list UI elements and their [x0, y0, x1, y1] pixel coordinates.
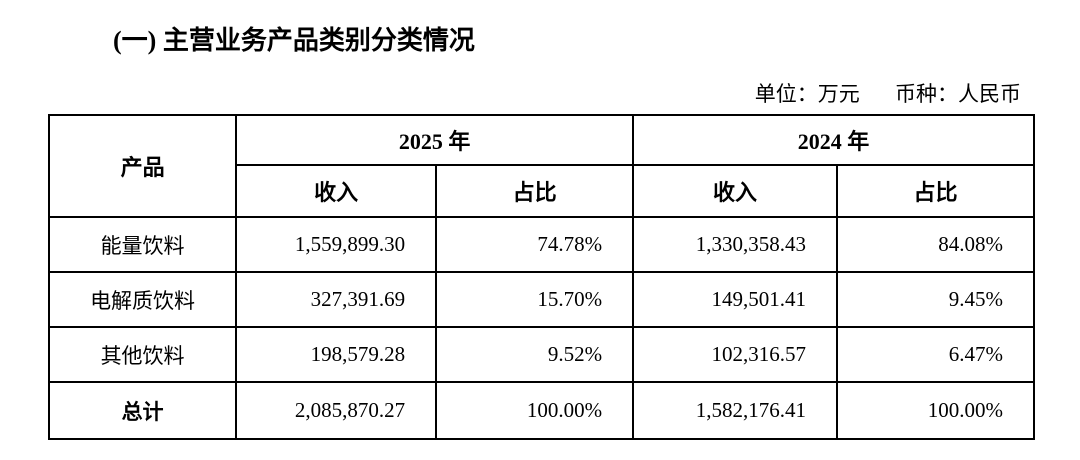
total-label-cell: 总计: [47, 381, 238, 440]
product-name-cell: 其他饮料: [47, 326, 238, 383]
income-2025-cell: 327,391.69: [235, 271, 438, 328]
income-2024-cell: 1,330,358.43: [632, 216, 838, 273]
column-header-year-2025: 2025 年: [235, 114, 635, 166]
share-2024-cell: 84.08%: [835, 216, 1036, 273]
total-income-2025-cell: 2,085,870.27: [235, 381, 438, 440]
product-name-cell: 电解质饮料: [47, 271, 238, 328]
product-name-cell: 能量饮料: [47, 216, 238, 273]
table-row-other-drinks: 其他饮料 198,579.28 9.52% 102,316.57 6.47%: [47, 326, 1036, 383]
income-2025-cell: 198,579.28: [235, 326, 438, 383]
table-row-electrolyte-drinks: 电解质饮料 327,391.69 15.70% 149,501.41 9.45%: [47, 271, 1036, 328]
column-header-share-2024: 占比: [835, 164, 1036, 218]
subheader-row: 收入 占比 收入 占比: [49, 164, 1036, 218]
section-title: (一) 主营业务产品类别分类情况: [113, 26, 475, 55]
column-header-product: 产品: [47, 114, 238, 218]
share-2025-cell: 74.78%: [435, 216, 635, 273]
share-2025-cell: 9.52%: [435, 326, 635, 383]
year-header-row: 产品 2025 年 2024 年: [47, 114, 1035, 218]
currency-label: 币种：人民币: [895, 82, 1021, 106]
total-income-2024-cell: 1,582,176.41: [632, 381, 838, 440]
share-2024-cell: 6.47%: [835, 326, 1036, 383]
share-2025-cell: 15.70%: [435, 271, 635, 328]
column-header-income-2025: 收入: [235, 164, 438, 218]
income-2025-cell: 1,559,899.30: [235, 216, 438, 273]
column-header-year-2024: 2024 年: [632, 114, 1035, 166]
table-row-energy-drinks: 能量饮料 1,559,899.30 74.78% 1,330,358.43 84…: [47, 216, 1036, 273]
table-row-total: 总计 2,085,870.27 100.00% 1,582,176.41 100…: [47, 381, 1036, 440]
total-share-2024-cell: 100.00%: [835, 381, 1036, 440]
total-share-2025-cell: 100.00%: [435, 381, 635, 440]
product-category-table: 产品 2025 年 2024 年 收入 占比 收入 占比 能量饮料 1,559,…: [47, 114, 1036, 440]
column-header-income-2024: 收入: [632, 164, 838, 218]
income-2024-cell: 149,501.41: [632, 271, 838, 328]
column-header-share-2025: 占比: [435, 164, 635, 218]
share-2024-cell: 9.45%: [835, 271, 1036, 328]
unit-note: 单位：万元 币种：人民币: [48, 78, 1035, 108]
income-2024-cell: 102,316.57: [632, 326, 838, 383]
unit-label: 单位：万元: [754, 82, 860, 106]
